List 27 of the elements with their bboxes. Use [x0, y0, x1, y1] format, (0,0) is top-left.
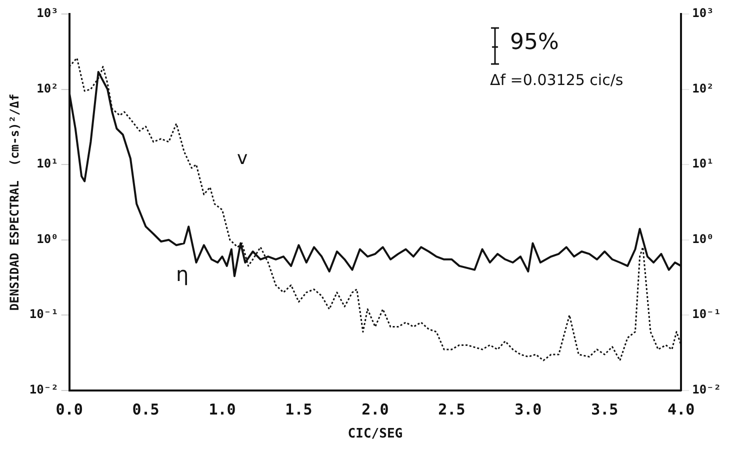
x-axis-title: CIC/SEG	[348, 426, 403, 442]
x-tick-label: 1.5	[285, 400, 312, 418]
y-tick-label: 10⁻²	[29, 382, 58, 397]
x-tick-label: 2.5	[438, 400, 466, 418]
x-tick-label: 0.5	[132, 400, 160, 418]
y-tick-label: 10²	[36, 81, 58, 96]
x-tick-label: 2.0	[362, 400, 389, 418]
x-tick-label: 4.0	[668, 400, 695, 418]
y-tick-label: 10³	[36, 6, 58, 20]
annotation: 95%	[510, 30, 559, 55]
x-tick-label: 0.0	[56, 400, 83, 418]
text: 10⁻¹	[692, 307, 722, 322]
text: 10²	[692, 81, 714, 96]
text: 10³	[692, 6, 714, 20]
y-axis-title: DENSIDAD ESPECTRAL (cm-s)²/Δf	[7, 94, 22, 311]
annotation: η	[176, 262, 189, 286]
x-tick-label: 3.0	[514, 400, 542, 418]
x-tick-label: 3.5	[591, 400, 618, 418]
text: 10¹	[692, 156, 714, 171]
text: 10⁻²	[692, 382, 722, 397]
annotation: v	[237, 148, 248, 169]
text: 10⁰	[692, 232, 714, 246]
y-tick-label: 10¹	[36, 156, 58, 171]
x-tick-label: 1.0	[208, 400, 236, 418]
y-tick-label: 10⁰	[36, 232, 58, 246]
y-tick-label: 10⁻¹	[29, 307, 58, 322]
annotation: Δf =0.03125 cic/s	[490, 71, 624, 89]
